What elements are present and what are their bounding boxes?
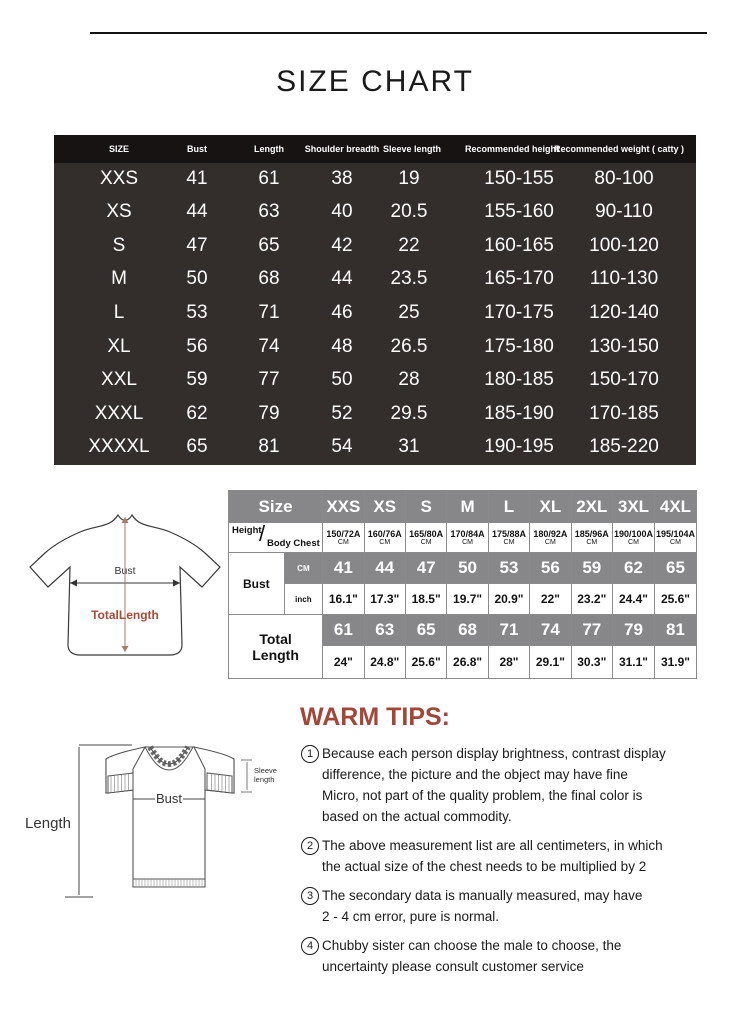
svg-text:TotalLength: TotalLength xyxy=(91,608,159,622)
svg-text:Bust: Bust xyxy=(156,791,182,806)
svg-text:length: length xyxy=(254,775,274,784)
svg-text:Sleeve: Sleeve xyxy=(254,766,277,775)
svg-text:Length: Length xyxy=(25,815,71,832)
